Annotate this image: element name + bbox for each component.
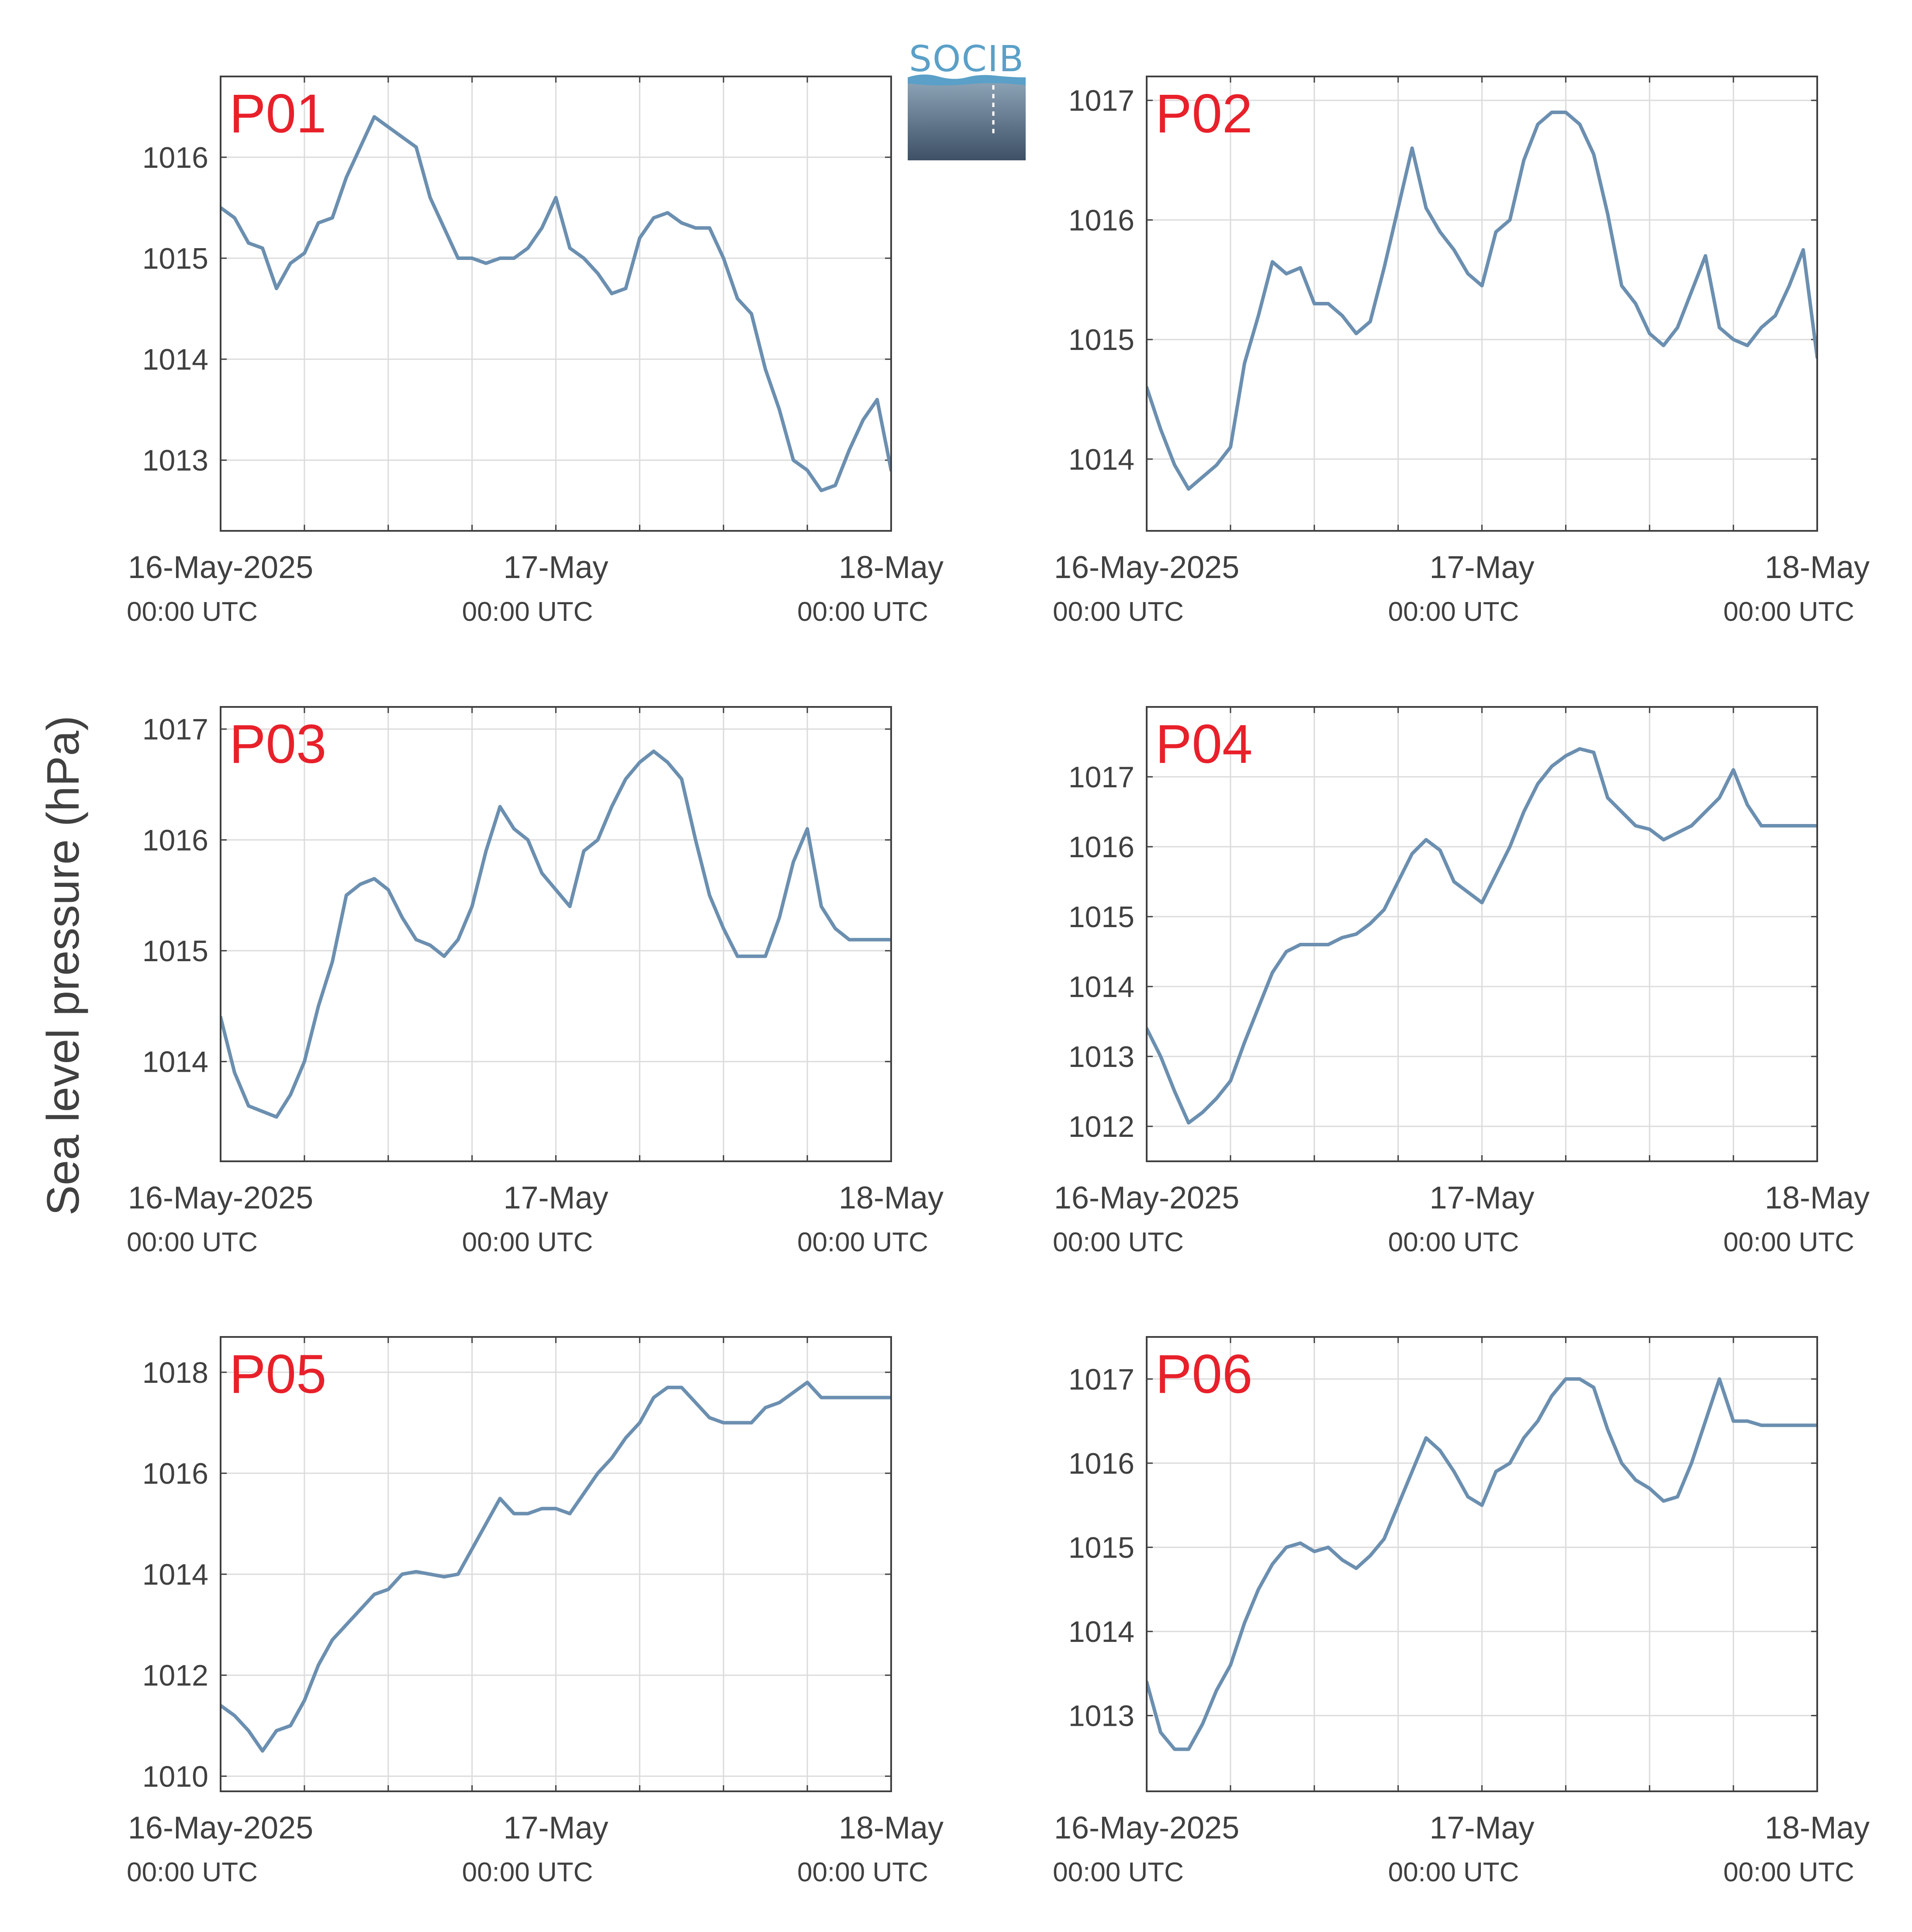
panel-label: P06 — [1155, 1344, 1252, 1405]
y-tick-label: 1014 — [1068, 970, 1134, 1004]
y-tick-label: 1013 — [1068, 1700, 1134, 1733]
y-tick-label: 1010 — [142, 1760, 208, 1793]
panel-p01: 1013 1014 1015 1016 16-May-2025 00:00 UTC 17-M… — [127, 76, 944, 627]
x-tick-label-time: 00:00 UTC — [127, 597, 258, 627]
x-tick-label-date: 17-May — [503, 1811, 608, 1845]
y-tick-label: 1014 — [1068, 1615, 1134, 1648]
x-tick-label-date: 18-May — [839, 1811, 944, 1845]
x-tick-label-time: 00:00 UTC — [462, 1857, 593, 1887]
x-tick-label-date: 16-May-2025 — [1054, 550, 1239, 585]
x-tick-label-date: 16-May-2025 — [128, 1811, 313, 1845]
panel-p02: 1014 1015 1016 1017 16-May-2025 00:00 UTC 17-M… — [1053, 76, 1870, 627]
panel-label: P02 — [1155, 83, 1252, 144]
y-tick-label: 1017 — [142, 713, 208, 746]
x-tick-label-date: 17-May — [503, 1181, 608, 1215]
y-tick-label: 1018 — [142, 1356, 208, 1389]
y-tick-label: 1016 — [1068, 204, 1134, 237]
x-tick-label-date: 16-May-2025 — [1054, 1181, 1239, 1215]
y-tick-label: 1012 — [142, 1659, 208, 1692]
series-line — [221, 115, 891, 492]
plot-frame — [220, 76, 892, 532]
x-tick-label-time: 00:00 UTC — [1053, 597, 1184, 627]
y-tick-label: 1015 — [1068, 323, 1134, 357]
panel-label: P01 — [229, 83, 326, 144]
plot-frame — [220, 706, 892, 1162]
x-tick-label-time: 00:00 UTC — [1388, 597, 1519, 627]
socib-logo-text: SOCIB — [909, 38, 1025, 80]
y-tick-label: 1017 — [1068, 84, 1134, 118]
panel-label: P03 — [229, 714, 326, 775]
y-tick-label: 1012 — [1068, 1110, 1134, 1143]
x-tick-label-date: 17-May — [503, 550, 608, 585]
series-line — [1147, 111, 1817, 491]
x-tick-label-time: 00:00 UTC — [797, 597, 928, 627]
y-tick-label: 1015 — [142, 935, 208, 968]
x-tick-label-date: 17-May — [1429, 1181, 1534, 1215]
y-tick-label: 1015 — [1068, 900, 1134, 934]
y-tick-label: 1014 — [142, 1046, 208, 1079]
y-tick-label: 1016 — [142, 824, 208, 857]
x-tick-label-date: 17-May — [1429, 550, 1534, 585]
y-tick-label: 1015 — [142, 242, 208, 275]
x-tick-label-date: 16-May-2025 — [128, 1181, 313, 1215]
x-tick-label-time: 00:00 UTC — [462, 1227, 593, 1257]
x-tick-label-time: 00:00 UTC — [1388, 1227, 1519, 1257]
plot-frame — [1146, 76, 1818, 532]
series-line — [221, 1381, 891, 1753]
x-tick-label-date: 17-May — [1429, 1811, 1534, 1845]
y-tick-label: 1017 — [1068, 761, 1134, 794]
panel-p05: 1010 1012 1014 1016 1018 16-May-2025 00:00 UTC… — [127, 1336, 944, 1887]
y-tick-label: 1013 — [1068, 1040, 1134, 1073]
y-tick-label: 1016 — [1068, 1447, 1134, 1480]
socib-logo: SOCIB — [908, 42, 1026, 164]
y-tick-label: 1016 — [142, 1457, 208, 1490]
panel-p03: 1014 1015 1016 1017 16-May-2025 00:00 UTC 17-M… — [127, 706, 944, 1257]
x-tick-label-date: 18-May — [1765, 1181, 1870, 1215]
panel-p04: 1012 1013 1014 1015 1016 1017 16-May-2025 00:00… — [1053, 706, 1870, 1257]
panels-layer: 1013 1014 1015 1016 16-May-2025 00:00 UTC 17-M… — [127, 76, 1870, 1887]
plot-frame — [1146, 1336, 1818, 1792]
y-tick-label: 1017 — [1068, 1363, 1134, 1396]
panel-p06: 1013 1014 1015 1016 1017 16-May-2025 00:00 UTC… — [1053, 1336, 1870, 1887]
x-tick-label-date: 18-May — [1765, 550, 1870, 585]
y-tick-label: 1014 — [142, 343, 208, 376]
y-tick-label: 1014 — [142, 1558, 208, 1591]
y-tick-label: 1016 — [142, 141, 208, 174]
plot-frame — [1146, 706, 1818, 1162]
x-tick-label-time: 00:00 UTC — [1723, 1857, 1854, 1887]
x-tick-label-time: 00:00 UTC — [797, 1857, 928, 1887]
x-tick-label-time: 00:00 UTC — [1723, 1227, 1854, 1257]
series-line — [1147, 747, 1817, 1125]
x-tick-label-time: 00:00 UTC — [127, 1227, 258, 1257]
panel-label: P04 — [1155, 714, 1252, 775]
x-tick-label-date: 18-May — [1765, 1811, 1870, 1845]
y-tick-label: 1013 — [142, 444, 208, 477]
panel-label: P05 — [229, 1344, 326, 1405]
x-tick-label-time: 00:00 UTC — [1053, 1227, 1184, 1257]
x-tick-label-time: 00:00 UTC — [127, 1857, 258, 1887]
x-tick-label-date: 16-May-2025 — [1054, 1811, 1239, 1845]
x-tick-label-time: 00:00 UTC — [1723, 597, 1854, 627]
x-tick-label-date: 18-May — [839, 550, 944, 585]
x-tick-label-time: 00:00 UTC — [797, 1227, 928, 1257]
x-tick-label-date: 18-May — [839, 1181, 944, 1215]
y-tick-label: 1014 — [1068, 443, 1134, 476]
x-tick-label-time: 00:00 UTC — [462, 597, 593, 627]
x-tick-label-time: 00:00 UTC — [1053, 1857, 1184, 1887]
x-tick-label-time: 00:00 UTC — [1388, 1857, 1519, 1887]
y-axis-label: Sea level pressure (hPa) — [38, 716, 89, 1216]
plot-frame — [220, 1336, 892, 1792]
x-tick-label-date: 16-May-2025 — [128, 550, 313, 585]
socib-logo-emblem — [908, 74, 1026, 160]
y-tick-label: 1016 — [1068, 831, 1134, 864]
series-line — [221, 749, 891, 1119]
series-line — [1147, 1377, 1817, 1751]
y-tick-label: 1015 — [1068, 1531, 1134, 1564]
